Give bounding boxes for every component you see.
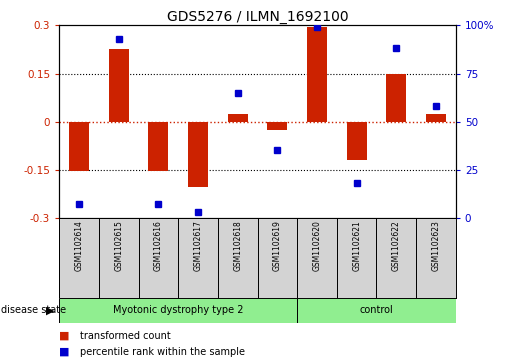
Text: ■: ■ — [59, 331, 70, 341]
Text: transformed count: transformed count — [80, 331, 170, 341]
Text: control: control — [359, 305, 393, 315]
Bar — [307, 27, 327, 122]
Text: GSM1102620: GSM1102620 — [313, 220, 321, 271]
Text: ▶: ▶ — [45, 305, 54, 315]
Bar — [426, 114, 446, 122]
Bar — [69, 122, 89, 171]
Text: percentile rank within the sample: percentile rank within the sample — [80, 347, 245, 357]
Text: GSM1102614: GSM1102614 — [75, 220, 83, 271]
Bar — [376, 218, 416, 298]
Bar — [297, 218, 337, 298]
Bar — [347, 122, 367, 160]
Text: GSM1102616: GSM1102616 — [154, 220, 163, 271]
Title: GDS5276 / ILMN_1692100: GDS5276 / ILMN_1692100 — [167, 11, 348, 24]
Bar — [228, 114, 248, 122]
Bar — [109, 49, 129, 122]
Bar — [258, 218, 297, 298]
Text: GSM1102621: GSM1102621 — [352, 220, 361, 271]
Bar — [148, 122, 168, 171]
Text: GSM1102623: GSM1102623 — [432, 220, 440, 271]
Bar — [99, 218, 139, 298]
Text: GSM1102622: GSM1102622 — [392, 220, 401, 271]
Text: Myotonic dystrophy type 2: Myotonic dystrophy type 2 — [113, 305, 244, 315]
Bar — [59, 218, 99, 298]
Bar — [178, 218, 218, 298]
Text: GSM1102615: GSM1102615 — [114, 220, 123, 271]
Bar — [416, 218, 456, 298]
Bar — [218, 218, 258, 298]
Bar — [267, 122, 287, 130]
Text: ■: ■ — [59, 347, 70, 357]
Bar — [59, 298, 297, 323]
Bar — [337, 218, 376, 298]
Text: disease state: disease state — [1, 305, 65, 315]
Bar — [188, 122, 208, 187]
Bar — [297, 298, 456, 323]
Text: GSM1102619: GSM1102619 — [273, 220, 282, 271]
Text: GSM1102618: GSM1102618 — [233, 220, 242, 271]
Bar — [386, 73, 406, 122]
Text: GSM1102617: GSM1102617 — [194, 220, 202, 271]
Bar — [139, 218, 178, 298]
